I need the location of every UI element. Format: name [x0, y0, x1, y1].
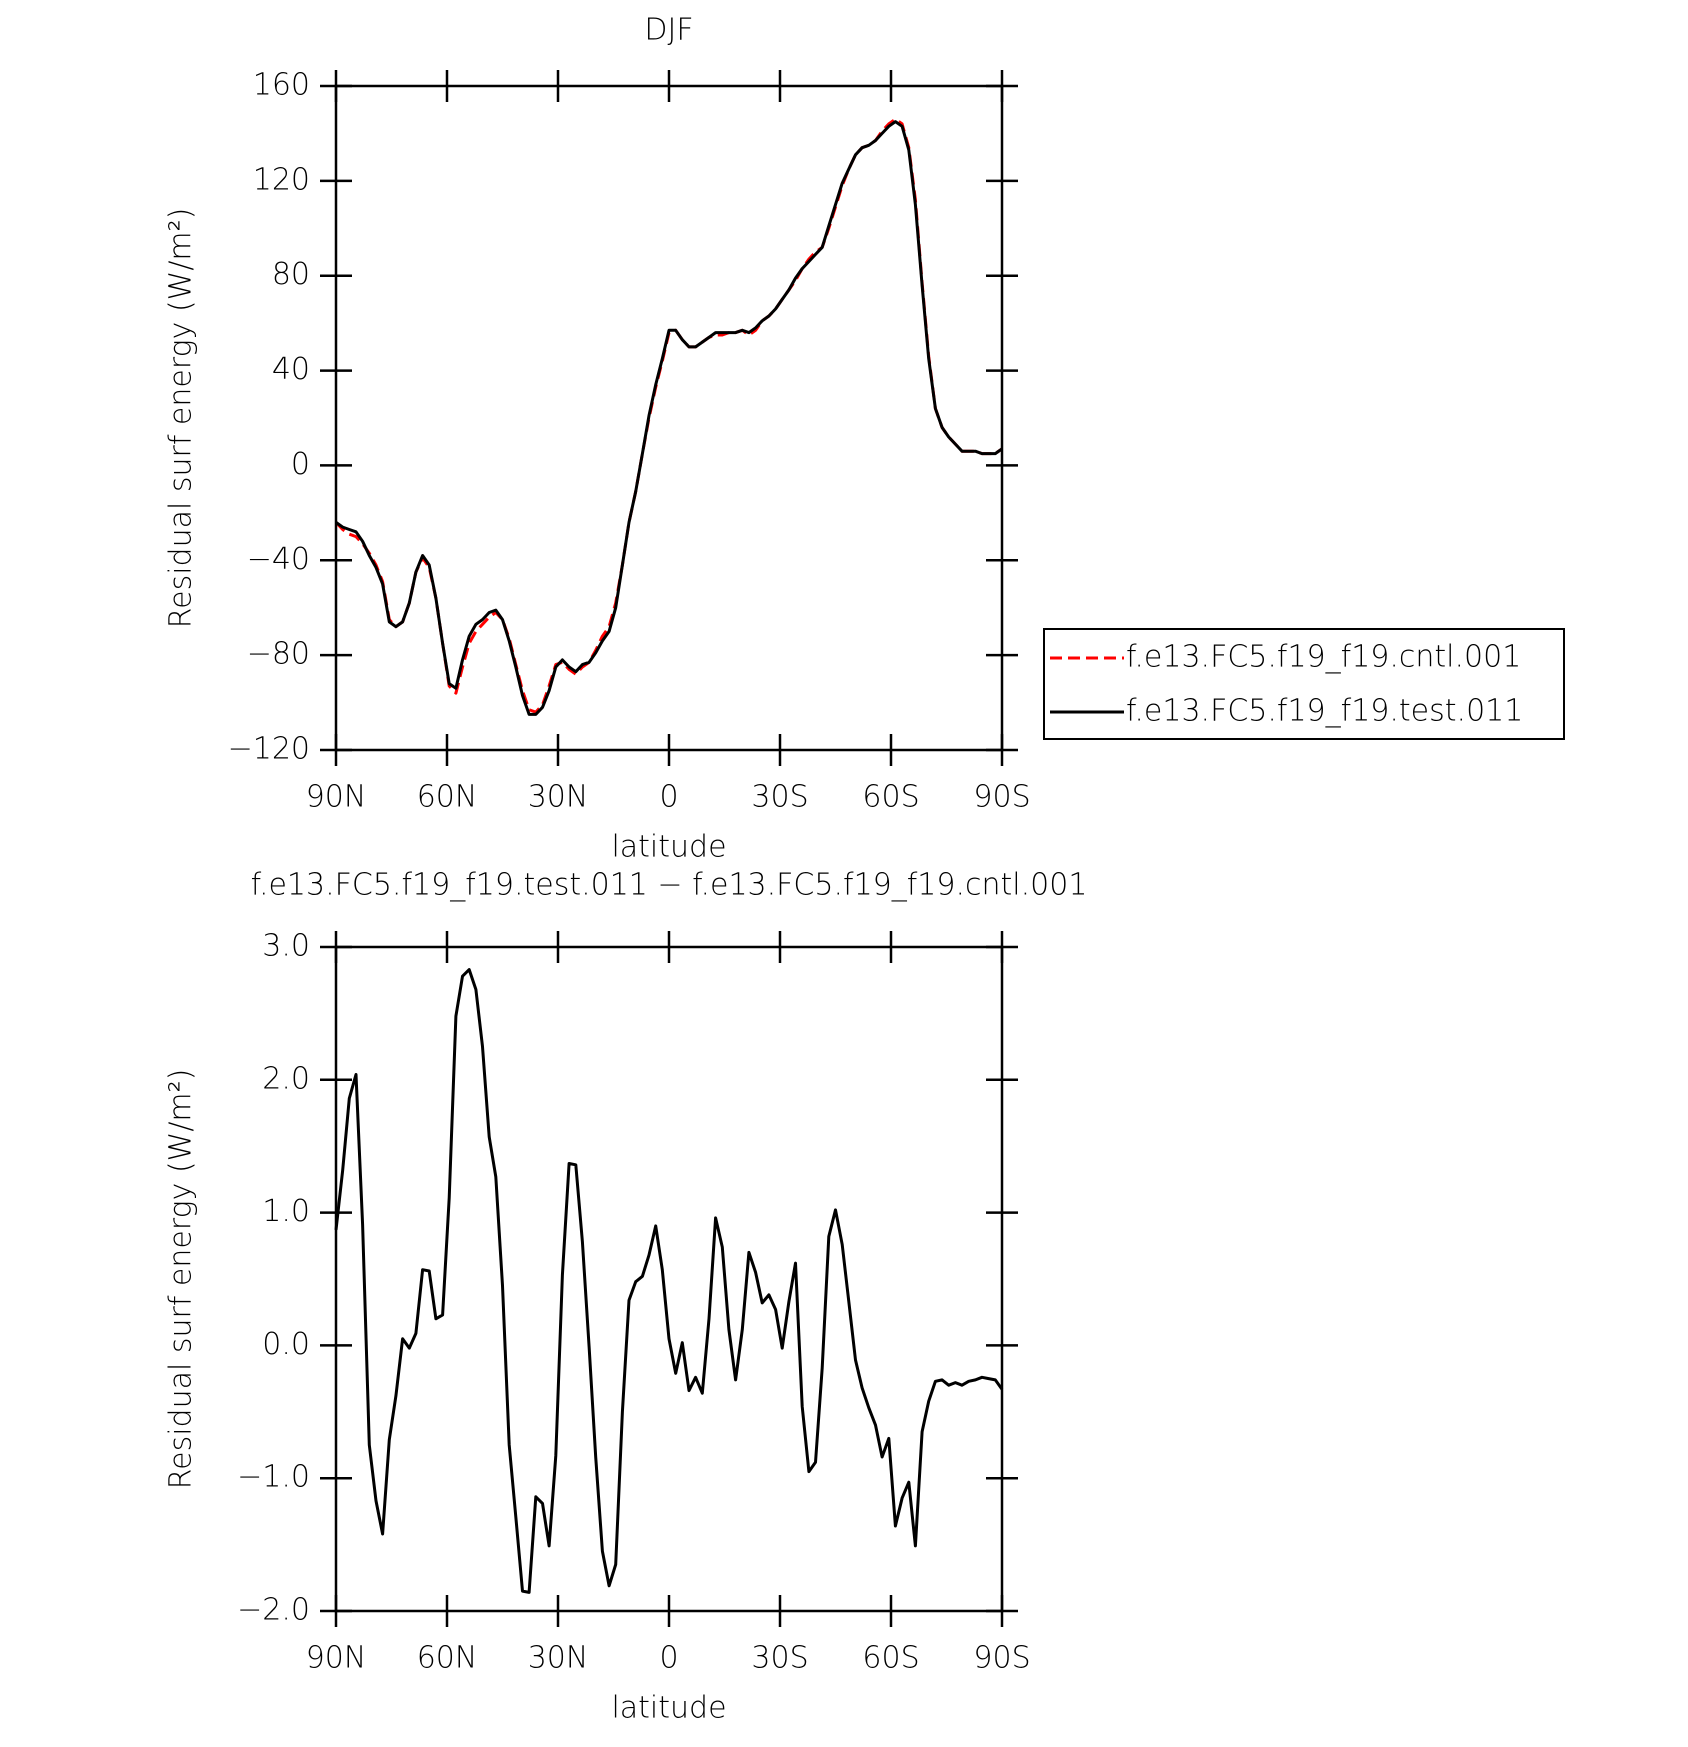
x-tick-label: 30N [528, 1641, 589, 1676]
x-tick-label: 30S [751, 780, 808, 815]
y-tick-label: −120 [228, 732, 310, 767]
plot-frame [334, 945, 1004, 1613]
y-tick-label: −80 [247, 637, 310, 672]
legend-label: f.e13.FC5.f19_f19.cntl.001 [1126, 640, 1521, 675]
x-axis-label: latitude [611, 1691, 726, 1726]
plot-frame [334, 84, 1004, 752]
y-tick-label: 1.0 [262, 1194, 310, 1229]
x-tick-label: 30S [751, 1641, 808, 1676]
y-axis-label: Residual surf energy (W/m²) [164, 1069, 199, 1490]
y-tick-label: −40 [247, 542, 310, 577]
x-tick-label: 90S [973, 780, 1030, 815]
x-tick-label: 0 [659, 1641, 678, 1676]
y-axis-label: Residual surf energy (W/m²) [164, 208, 199, 629]
legend-box [1043, 628, 1565, 740]
y-tick-label: −1.0 [237, 1460, 310, 1495]
y-tick-label: 2.0 [262, 1061, 310, 1096]
y-tick-label: 40 [272, 352, 310, 387]
y-tick-label: 3.0 [262, 929, 310, 964]
x-axis-label: latitude [611, 830, 726, 865]
y-tick-label: −2.0 [237, 1593, 310, 1628]
x-tick-label: 90S [973, 1641, 1030, 1676]
y-tick-label: 80 [272, 257, 310, 292]
legend-label: f.e13.FC5.f19_f19.test.011 [1126, 694, 1523, 729]
x-tick-label: 90N [306, 780, 367, 815]
x-tick-label: 60N [417, 780, 478, 815]
y-tick-label: 0 [291, 447, 310, 482]
x-tick-label: 90N [306, 1641, 367, 1676]
y-tick-label: 0.0 [262, 1327, 310, 1362]
y-tick-label: 160 [253, 68, 310, 103]
data-line [335, 120, 1003, 716]
x-tick-label: 60N [417, 1641, 478, 1676]
x-tick-label: 60S [862, 1641, 919, 1676]
x-tick-label: 30N [528, 780, 589, 815]
x-tick-label: 60S [862, 780, 919, 815]
chart-title: f.e13.FC5.f19_f19.test.011 − f.e13.FC5.f… [251, 868, 1088, 903]
chart-title: DJF [644, 13, 693, 48]
y-tick-label: 120 [253, 162, 310, 197]
x-tick-label: 0 [659, 780, 678, 815]
data-line [334, 968, 1004, 1594]
data-line [334, 117, 1003, 714]
